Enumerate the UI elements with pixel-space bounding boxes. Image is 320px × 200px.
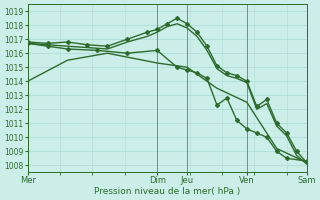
X-axis label: Pression niveau de la mer( hPa ): Pression niveau de la mer( hPa ): [94, 187, 240, 196]
